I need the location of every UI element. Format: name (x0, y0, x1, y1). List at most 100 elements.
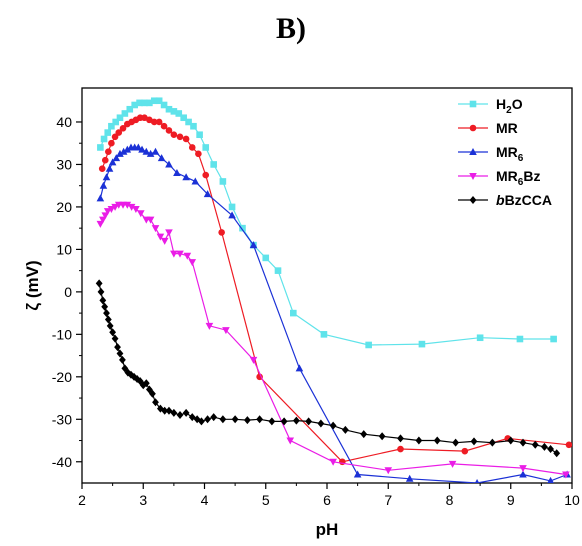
data-point (474, 479, 480, 483)
data-point (433, 436, 441, 445)
data-point (101, 156, 109, 164)
data-point (108, 139, 115, 147)
legend-item: MR6Bz (458, 168, 540, 188)
data-point (106, 321, 114, 330)
data-point (204, 415, 211, 424)
data-point (405, 474, 414, 482)
data-point (165, 105, 173, 113)
data-point (176, 250, 184, 258)
data-point (190, 122, 197, 130)
legend-label: H2O (496, 96, 523, 116)
data-point (149, 389, 156, 398)
data-point (329, 458, 337, 466)
legend: H2O MR MR6 MR6Bz bBzCCA (458, 96, 552, 208)
data-point (228, 211, 236, 219)
data-point (182, 135, 190, 143)
data-point (329, 421, 337, 430)
x-tick-label: 9 (507, 492, 515, 508)
data-point (138, 145, 146, 153)
data-point (96, 220, 105, 228)
data-point (134, 143, 143, 151)
series-bBzCCA (95, 279, 561, 458)
data-point (470, 437, 478, 446)
data-point (157, 154, 166, 162)
y-tick-label: -40 (52, 454, 72, 470)
legend-label: MR6Bz (496, 168, 540, 188)
data-point (155, 118, 163, 126)
data-point (107, 206, 116, 214)
data-point (146, 216, 155, 224)
data-point (173, 168, 181, 176)
data-point (161, 406, 169, 415)
data-point (116, 349, 124, 358)
data-point (170, 408, 178, 417)
data-point (448, 460, 457, 468)
data-point (150, 118, 158, 126)
data-point (141, 99, 148, 107)
data-point (519, 470, 527, 478)
data-point (157, 404, 164, 413)
data-point (119, 355, 126, 364)
data-point (116, 149, 124, 157)
data-point (108, 122, 115, 130)
data-point (280, 417, 288, 426)
data-point (170, 108, 178, 115)
y-tick-label: 40 (56, 114, 72, 130)
data-point (96, 194, 105, 202)
data-point (317, 419, 325, 428)
data-point (360, 430, 368, 439)
data-point (202, 171, 210, 179)
legend-marker (469, 173, 477, 180)
data-point (142, 379, 150, 388)
data-point (203, 190, 212, 198)
data-point (137, 210, 145, 218)
legend-item: H2O (458, 96, 523, 116)
data-point (165, 160, 173, 168)
data-point (183, 252, 192, 260)
legend-label: MR (496, 120, 518, 136)
data-point (160, 237, 169, 245)
data-point (191, 177, 200, 185)
data-point (249, 241, 258, 249)
data-point (160, 101, 168, 109)
data-point (108, 158, 117, 166)
data-point (121, 110, 129, 117)
data-point (461, 447, 469, 455)
data-point (112, 154, 121, 162)
series-line (98, 283, 558, 454)
data-point (541, 442, 548, 451)
data-point (131, 101, 138, 109)
data-point (109, 328, 117, 337)
data-point (155, 97, 163, 105)
data-point (418, 340, 426, 348)
x-tick-label: 4 (201, 492, 209, 508)
data-point (99, 296, 107, 305)
series-H2O (97, 97, 557, 349)
legend-marker (469, 100, 477, 108)
x-tick-label: 8 (446, 492, 454, 508)
data-point (170, 250, 178, 258)
data-point (305, 417, 313, 426)
data-point (95, 279, 103, 288)
data-point (100, 135, 108, 143)
data-point (115, 129, 123, 136)
data-point (111, 334, 119, 343)
data-point (146, 149, 155, 157)
x-tick-label: 6 (323, 492, 331, 508)
data-point (553, 449, 561, 458)
data-point (101, 212, 110, 220)
data-point (188, 259, 197, 267)
data-point (531, 440, 539, 449)
data-point (222, 327, 230, 335)
data-point (98, 165, 106, 172)
legend-marker (469, 196, 477, 204)
data-point (507, 436, 515, 445)
data-point (210, 161, 217, 168)
data-point (547, 476, 554, 483)
data-point (176, 411, 184, 420)
data-point (188, 144, 196, 151)
data-point (99, 181, 108, 189)
data-point (228, 203, 236, 211)
data-point (104, 129, 112, 136)
